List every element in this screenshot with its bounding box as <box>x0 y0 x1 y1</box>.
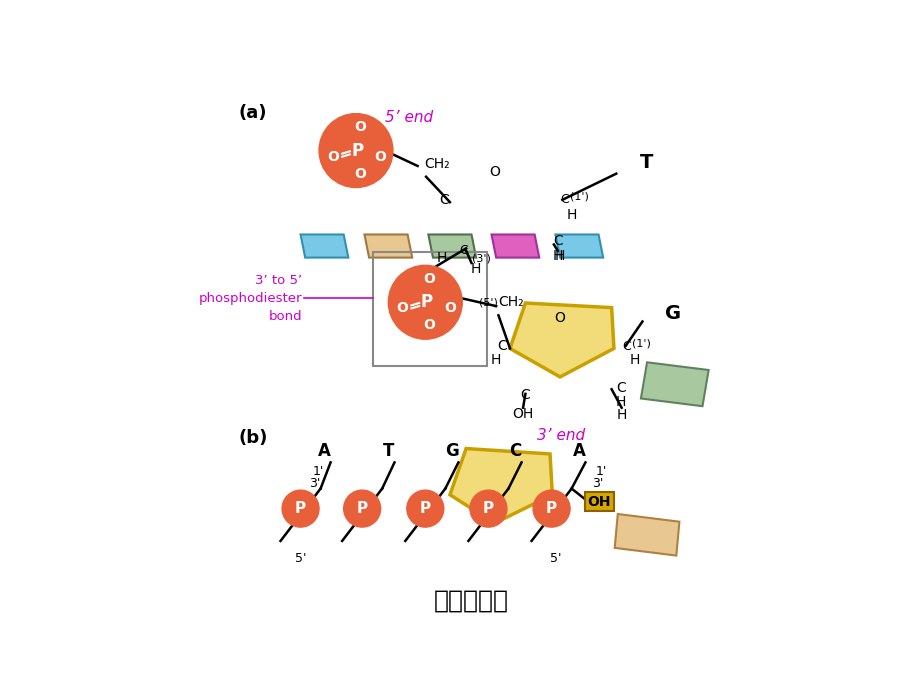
Polygon shape <box>614 514 678 555</box>
Polygon shape <box>449 448 551 523</box>
Circle shape <box>344 490 380 527</box>
Text: CH₂: CH₂ <box>424 157 448 171</box>
Text: (3'): (3') <box>471 253 491 264</box>
Polygon shape <box>555 235 603 257</box>
FancyBboxPatch shape <box>584 493 613 511</box>
Text: 磷酸二脂键: 磷酸二脂键 <box>434 589 508 612</box>
Text: C: C <box>552 235 562 248</box>
Circle shape <box>470 490 506 527</box>
Circle shape <box>282 490 319 527</box>
Circle shape <box>319 114 392 188</box>
Text: 3’ end: 3’ end <box>537 428 584 443</box>
Text: H: H <box>491 353 501 367</box>
Text: OH: OH <box>587 495 610 509</box>
Text: 1': 1' <box>312 465 323 478</box>
Polygon shape <box>509 303 613 377</box>
Text: P: P <box>295 501 306 516</box>
Text: O: O <box>396 302 408 315</box>
Text: O: O <box>326 150 338 164</box>
Text: 3': 3' <box>592 477 603 491</box>
Text: H: H <box>616 408 626 422</box>
Text: C: C <box>497 339 506 353</box>
Text: O: O <box>554 310 565 325</box>
Text: (1'): (1') <box>631 338 650 348</box>
Text: O: O <box>354 121 366 135</box>
Text: G: G <box>664 304 681 324</box>
Text: H: H <box>554 249 564 263</box>
Text: P: P <box>420 293 433 311</box>
Text: A: A <box>318 442 331 460</box>
Text: O: O <box>354 167 366 181</box>
Text: P: P <box>545 501 557 516</box>
Text: H: H <box>629 353 640 367</box>
Text: H: H <box>470 262 480 276</box>
Polygon shape <box>364 235 412 257</box>
Polygon shape <box>301 235 348 257</box>
Circle shape <box>388 265 461 339</box>
Text: (5'): (5') <box>479 297 497 307</box>
Text: O: O <box>423 272 435 286</box>
Text: C: C <box>459 244 468 257</box>
Text: P: P <box>419 501 430 516</box>
Text: O: O <box>374 150 386 164</box>
Polygon shape <box>491 235 539 257</box>
Text: C: C <box>438 193 448 207</box>
Text: CH₂: CH₂ <box>498 295 524 309</box>
Text: T: T <box>640 152 653 172</box>
Text: H: H <box>615 395 626 409</box>
Text: P: P <box>482 501 494 516</box>
Text: H: H <box>437 251 447 266</box>
Text: T: T <box>382 442 393 460</box>
Circle shape <box>406 490 443 527</box>
Text: 1': 1' <box>595 465 607 478</box>
Bar <box>372 253 486 366</box>
Text: (1'): (1') <box>570 192 588 201</box>
Text: H: H <box>566 208 576 222</box>
Text: O: O <box>444 302 456 315</box>
Text: 3’ to 5’
phosphodiester
bond: 3’ to 5’ phosphodiester bond <box>199 274 301 323</box>
Text: C: C <box>509 442 521 460</box>
Text: 5’ end: 5’ end <box>385 110 433 125</box>
Text: O: O <box>423 318 435 333</box>
Text: OH: OH <box>512 407 533 421</box>
Polygon shape <box>641 362 708 406</box>
Text: C: C <box>560 193 568 206</box>
Text: O: O <box>489 165 500 179</box>
Text: 5': 5' <box>294 552 306 564</box>
Text: 5': 5' <box>549 552 561 564</box>
Text: P: P <box>357 501 368 516</box>
Text: C: C <box>616 381 625 395</box>
Text: C: C <box>520 388 529 402</box>
Polygon shape <box>428 235 476 257</box>
Text: H: H <box>552 249 562 263</box>
Text: A: A <box>573 442 585 460</box>
Text: (a): (a) <box>239 104 267 122</box>
Text: C: C <box>622 339 630 353</box>
Circle shape <box>532 490 570 527</box>
Text: 3': 3' <box>309 477 320 491</box>
Text: (b): (b) <box>239 429 268 447</box>
Text: G: G <box>445 442 459 460</box>
Text: P: P <box>351 141 363 159</box>
